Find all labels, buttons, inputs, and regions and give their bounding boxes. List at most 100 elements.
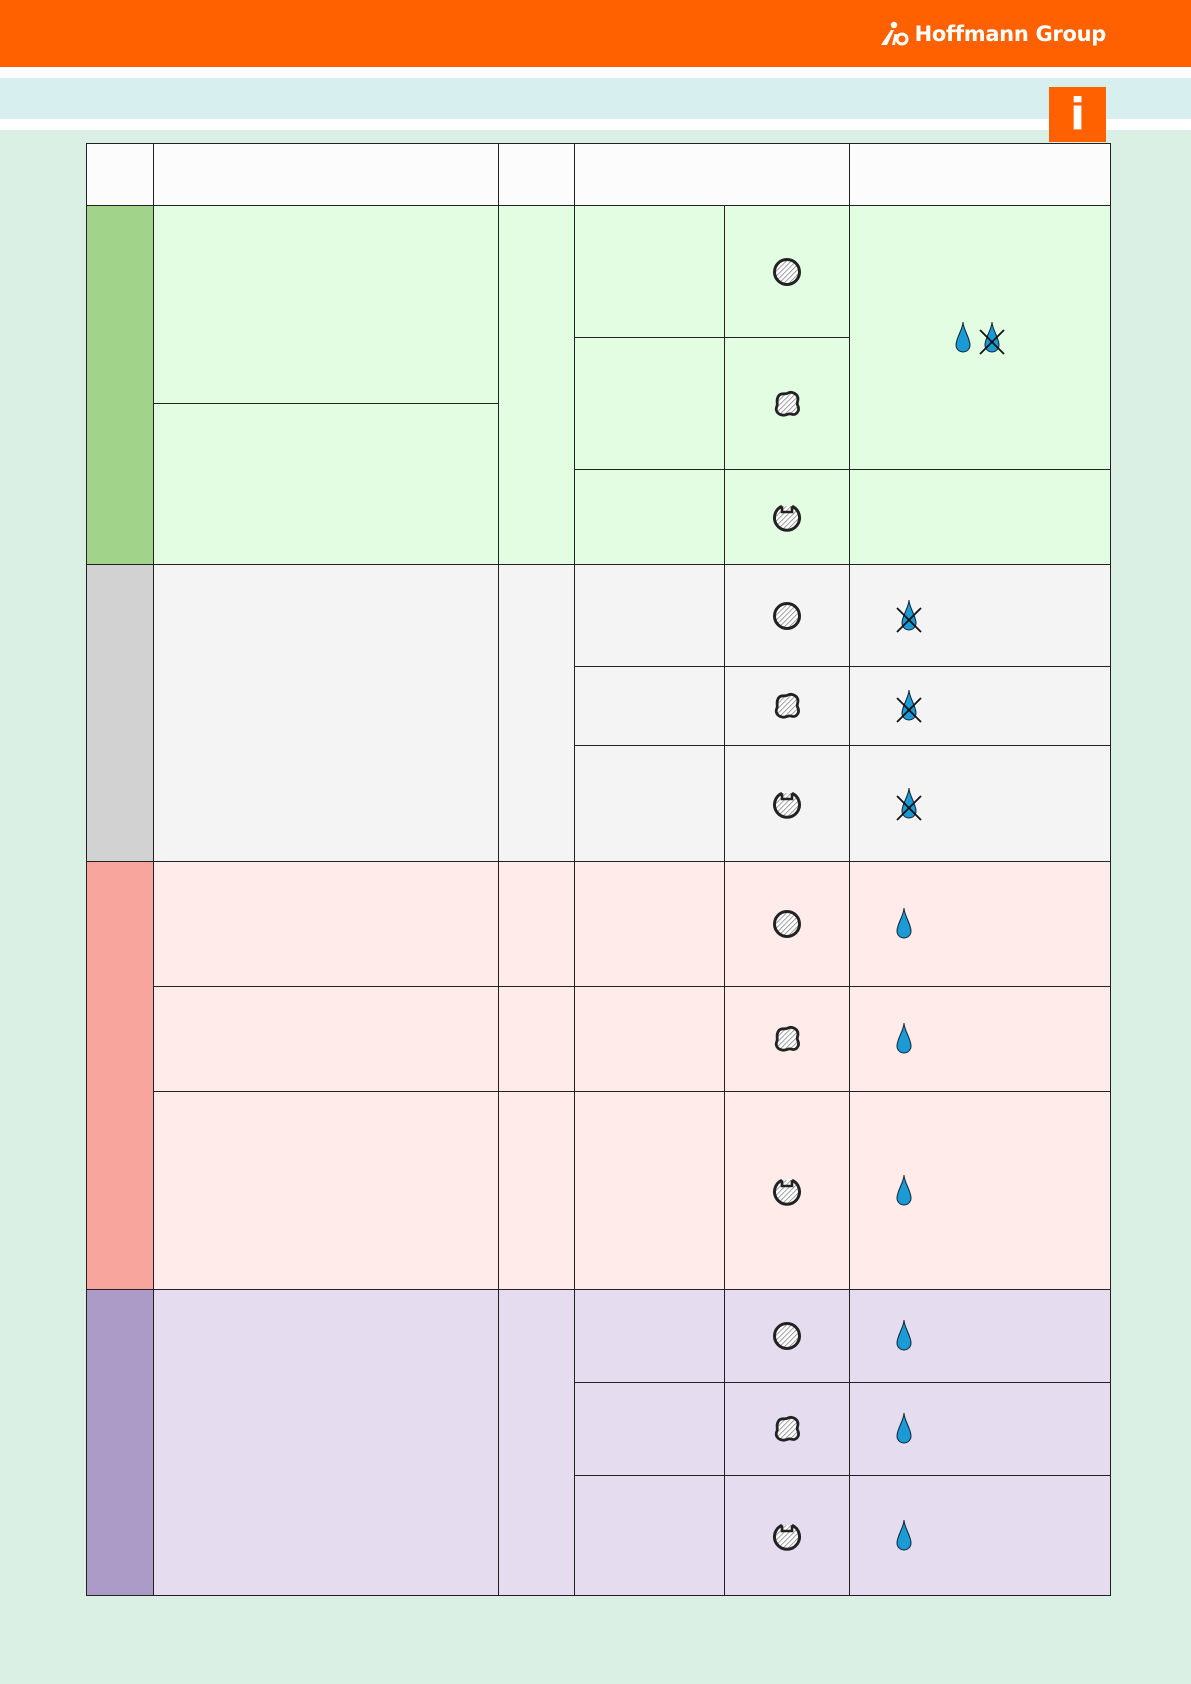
flat-section-icon [771, 1175, 803, 1207]
data-table [86, 143, 1111, 1596]
shape-cell [724, 666, 850, 746]
shape-cell [724, 986, 850, 1092]
shape-cell [724, 861, 850, 987]
sub-header-bar [0, 78, 1191, 119]
shape-cell [724, 1475, 850, 1596]
code-cell [498, 564, 575, 862]
shape-cell [724, 745, 850, 862]
column-header [153, 143, 499, 206]
top-header-bar: Hoffmann Group [0, 0, 1191, 67]
code-cell [498, 861, 575, 987]
coolant-cell [849, 861, 1111, 987]
shape-cell [724, 337, 850, 470]
round-section-icon [771, 600, 803, 632]
coolant-drop-icon [894, 907, 914, 941]
coolant-drop-icon [894, 1174, 914, 1208]
code-cell [498, 205, 575, 565]
description-cell [153, 1091, 499, 1290]
shape-cell [724, 1289, 850, 1383]
round-section-icon [771, 256, 803, 288]
coolant-drop-icon [894, 1412, 914, 1446]
coolant-cell [849, 666, 1111, 746]
flat-section-icon [771, 501, 803, 533]
material-cell [574, 564, 725, 667]
coolant-drop-icon [894, 1022, 914, 1056]
table-row [87, 745, 1111, 862]
column-header [849, 143, 1111, 206]
material-cell [574, 1475, 725, 1596]
table-row [87, 337, 1111, 470]
material-cell [574, 205, 725, 338]
description-cell [153, 205, 499, 404]
irregular-section-icon [771, 1023, 803, 1055]
code-cell [498, 1289, 575, 1596]
table-row [87, 403, 1111, 565]
material-cell [574, 337, 725, 470]
sub-header-divider [0, 119, 1191, 130]
brand-name: Hoffmann Group [914, 22, 1107, 46]
description-cell [153, 403, 499, 565]
material-cell [574, 986, 725, 1092]
coolant-drop-icon [894, 1319, 914, 1353]
shape-cell [724, 205, 850, 338]
coolant-drop-icon [894, 1519, 914, 1553]
coolant-crossed-icon [894, 689, 924, 723]
round-section-icon [771, 908, 803, 940]
description-cell [153, 564, 499, 862]
table-row [86, 564, 1111, 862]
description-cell [153, 861, 499, 987]
hoffmann-logo-icon [880, 21, 909, 46]
description-cell [153, 986, 499, 1092]
coolant-cell [849, 564, 1111, 667]
material-cell [574, 861, 725, 987]
info-button[interactable]: i [1049, 87, 1106, 142]
table-row [87, 666, 1111, 746]
header-divider [0, 67, 1191, 78]
coolant-crossed-icon [894, 787, 924, 821]
coolant-drop-icon [953, 321, 973, 355]
coolant-cell [849, 745, 1111, 862]
shape-cell [724, 1091, 850, 1290]
coolant-cell [849, 1289, 1111, 1383]
group-color-marker [86, 205, 154, 565]
column-header [498, 143, 575, 206]
group-color-marker [86, 1289, 154, 1596]
irregular-section-icon [771, 1413, 803, 1445]
shape-cell [724, 469, 850, 565]
round-section-icon [771, 1320, 803, 1352]
irregular-section-icon [771, 690, 803, 722]
flat-section-icon [771, 788, 803, 820]
table-row [86, 861, 1111, 1290]
coolant-cell [849, 986, 1111, 1092]
table-row [87, 1382, 1111, 1476]
coolant-cell [849, 1091, 1111, 1290]
material-cell [574, 1382, 725, 1476]
table-header-row [86, 143, 1111, 206]
info-icon: i [1069, 88, 1086, 140]
column-header [86, 143, 154, 206]
group-color-marker [86, 861, 154, 1290]
material-cell [574, 666, 725, 746]
code-cell [498, 986, 575, 1092]
table-row [87, 1091, 1111, 1290]
code-cell [498, 1091, 575, 1290]
table-row [86, 205, 1111, 565]
irregular-section-icon [771, 388, 803, 420]
brand-logo[interactable]: Hoffmann Group [879, 20, 1106, 48]
material-cell [574, 1289, 725, 1383]
material-cell [574, 1091, 725, 1290]
coolant-crossed-icon [894, 599, 924, 633]
table-row [86, 1289, 1111, 1596]
coolant-cell [849, 1382, 1111, 1476]
column-header [574, 143, 850, 206]
table-row [87, 469, 1111, 565]
description-cell [153, 1289, 499, 1596]
table-row [87, 1475, 1111, 1596]
group-color-marker [86, 564, 154, 862]
table-row [87, 986, 1111, 1092]
coolant-cell [849, 1475, 1111, 1596]
coolant-cell [849, 205, 1111, 470]
shape-cell [724, 564, 850, 667]
flat-section-icon [771, 1520, 803, 1552]
coolant-cell [849, 469, 1111, 565]
